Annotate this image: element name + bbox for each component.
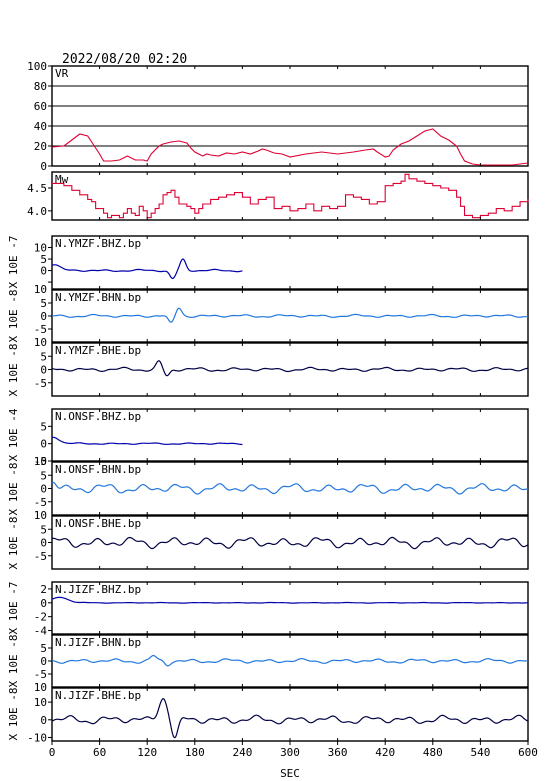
y-tick-label: 60 [34, 100, 47, 113]
y-tick-label: -5 [34, 323, 47, 336]
y-tick-label: 20 [34, 140, 47, 153]
y-axis-label: X 10E -8 [7, 463, 20, 516]
x-tick-label: 480 [423, 746, 443, 759]
panel-label: N.ONSF.BHZ.bp [55, 410, 141, 423]
series-line [52, 436, 243, 446]
panel-label: N.JIZF.BHN.bp [55, 636, 141, 649]
x-tick-label: 600 [518, 746, 538, 759]
panel-label: N.JIZF.BHZ.bp [55, 583, 141, 596]
panel-label: VR [55, 67, 69, 80]
y-axis-label: X 10E -7 [7, 582, 20, 635]
x-tick-label: 540 [470, 746, 490, 759]
y-tick-label: 5 [40, 469, 47, 482]
y-tick-label-seam: 10 [34, 509, 47, 522]
y-axis-label: X 10E -8 [7, 688, 20, 741]
y-tick-label: 0 [40, 537, 47, 550]
y-axis-label: X 10E -8 [7, 517, 20, 570]
y-tick-label-seam: 10 [34, 283, 47, 296]
series-line [51, 258, 243, 280]
y-tick-label: 0 [40, 310, 47, 323]
y-tick-label: 0 [40, 597, 47, 610]
panel-n-jizf-bhn-bp: -505 N.JIZF.BHN.bp [34, 634, 529, 688]
y-tick-label: -2 [34, 611, 47, 624]
panel-label: N.YMZF.BHE.bp [55, 344, 141, 357]
y-tick-label: -5 [34, 377, 47, 390]
y-tick-label: 0 [40, 655, 47, 668]
panel-vr: 0 20 40 60 80 100 VR [27, 60, 529, 173]
panel-label: N.ONSF.BHN.bp [55, 463, 141, 476]
panel-n-ymzf-bhe-bp: -505 N.YMZF.BHE.bp [34, 342, 529, 397]
y-tick-label: 40 [34, 120, 47, 133]
series-line [51, 360, 528, 377]
y-axis-label: X 10E -8 [7, 635, 20, 688]
chart-datetime: 2022/08/20 02:20 [62, 52, 187, 67]
y-tick-label: 10 [34, 242, 47, 255]
y-tick-label-seam: 10 [34, 336, 47, 349]
x-tick-label: 120 [137, 746, 157, 759]
y-tick-label: 0 [40, 364, 47, 377]
y-tick-label: -5 [34, 455, 47, 468]
y-tick-label: 5 [40, 642, 47, 655]
panel-n-onsf-bhe-bp: -505 N.ONSF.BHE.bp [34, 515, 529, 570]
y-tick-label: -4 [34, 625, 48, 638]
panel-n-onsf-bhz-bp: -5 0 5 N.ONSF.BHZ.bp [34, 408, 529, 468]
x-tick-label: 0 [49, 746, 56, 759]
y-tick-label: 5 [40, 420, 47, 433]
y-tick-label: 100 [27, 60, 47, 73]
x-tick-label: 180 [185, 746, 205, 759]
y-tick-label: 0 [40, 160, 47, 173]
y-axis-label: X 10E -7 [7, 236, 20, 289]
y-tick-label: 10 [34, 696, 47, 709]
y-tick-label: 0 [40, 265, 47, 278]
series-line [51, 128, 529, 166]
y-tick-label: -5 [34, 668, 47, 681]
y-axis-label: X 10E -4 [7, 408, 20, 461]
series-line [51, 596, 529, 604]
y-tick-label: 80 [34, 80, 47, 93]
series-line [51, 481, 528, 495]
series-line [52, 307, 528, 323]
y-tick-label-seam: 10 [34, 455, 47, 468]
panel-n-onsf-bhn-bp: -505 N.ONSF.BHN.bp [34, 461, 529, 516]
panel-label: Mw [55, 173, 69, 186]
y-tick-label: -10 [27, 731, 47, 744]
panel-frame [51, 65, 529, 167]
series-line [51, 698, 529, 739]
panel-n-jizf-bhz-bp: -4-202 N.JIZF.BHZ.bp [34, 581, 529, 638]
y-tick-label: 4.5 [27, 182, 47, 195]
series-line [51, 536, 529, 550]
x-tick-label: 300 [280, 746, 300, 759]
y-tick-label: 0 [40, 483, 47, 496]
panel-label: N.JIZF.BHE.bp [55, 689, 141, 702]
x-tick-label: 240 [232, 746, 252, 759]
panel-label: N.YMZF.BHZ.bp [55, 237, 141, 250]
y-tick-label: 5 [40, 253, 47, 266]
panel-label: N.ONSF.BHE.bp [55, 517, 141, 530]
y-tick-label: 4.0 [27, 205, 47, 218]
panel-mw: 4.0 4.5 Mw [27, 171, 529, 221]
panel-n-ymzf-bhn-bp: -505 N.YMZF.BHN.bp [34, 289, 529, 343]
x-tick-label: 360 [328, 746, 348, 759]
y-tick-label: 5 [40, 297, 47, 310]
y-tick-label: -5 [34, 496, 47, 509]
y-axis-label: X 10E -8 [7, 290, 20, 343]
x-tick-label: 420 [375, 746, 395, 759]
y-tick-label: 5 [40, 523, 47, 536]
y-tick-label: -5 [34, 550, 47, 563]
series-line [52, 654, 529, 667]
x-axis-label: SEC [280, 767, 300, 780]
series-line [52, 173, 529, 219]
y-tick-label: 2 [40, 583, 47, 596]
y-tick-label-seam: 10 [34, 681, 47, 694]
y-axis-label: X 10E -8 [7, 344, 20, 397]
x-tick-label: 60 [93, 746, 106, 759]
y-tick-label: 0 [40, 714, 47, 727]
panel-label: N.YMZF.BHN.bp [55, 291, 141, 304]
y-tick-label: 5 [40, 350, 47, 363]
y-tick-label: 0 [40, 438, 47, 451]
